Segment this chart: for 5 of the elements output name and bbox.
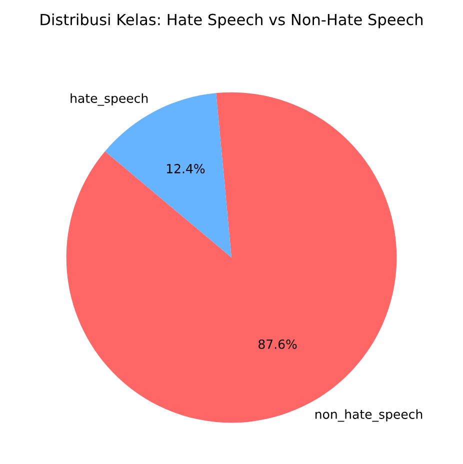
data-label: 87.6% <box>258 339 297 349</box>
slice-label: hate_speech <box>70 93 148 106</box>
slice-label: non_hate_speech <box>316 409 422 422</box>
chart-title: Distribusi Kelas: Hate Speech vs Non-Hate Speech <box>40 13 422 28</box>
data-label: 12.4% <box>166 164 205 174</box>
